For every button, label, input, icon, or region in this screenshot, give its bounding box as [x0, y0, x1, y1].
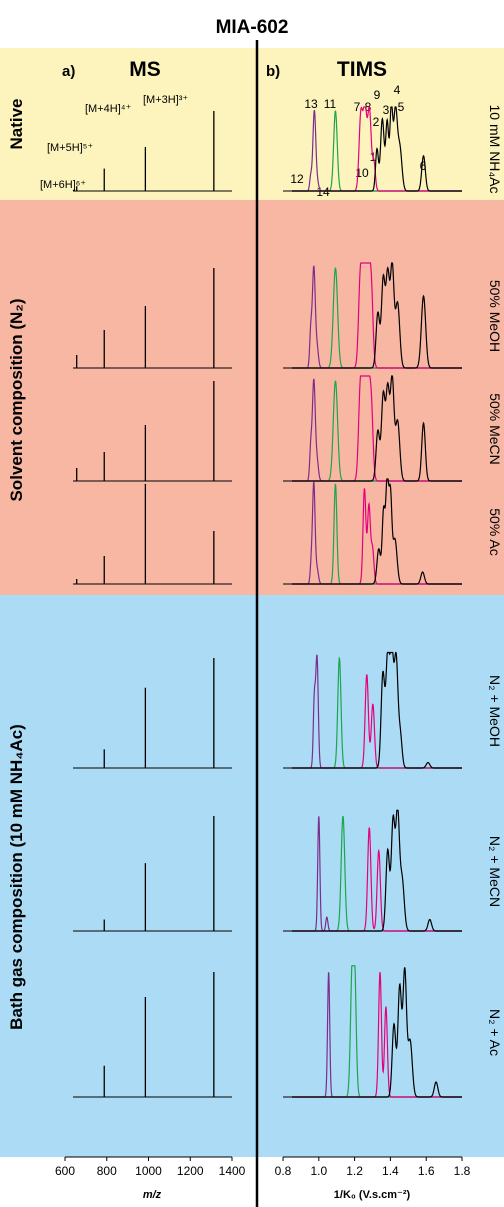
- tims-trace-3plus: [291, 262, 462, 369]
- plot-area: 600 800 1000 1200 1400 10 mM NH₄Ac 50% MeOH 50%…: [55, 40, 503, 1207]
- condition-label: 50% MeCN: [487, 393, 503, 465]
- ion-label-6plus: [M+6H]⁶⁺: [40, 179, 86, 191]
- tims-trace-3plus: [291, 375, 462, 482]
- tims-trace-3plus: [291, 106, 462, 192]
- condition-label: N₂ + MeOH: [487, 675, 503, 747]
- tims-trace-3plus: [291, 967, 462, 1098]
- conformer-label-4: 4: [394, 83, 401, 97]
- group-label-native: Native: [7, 98, 26, 149]
- ms-x-axis-label: m/z: [143, 1189, 162, 1201]
- native-background: [0, 48, 504, 200]
- ms-x-tick-label: 1200: [177, 1164, 204, 1178]
- conformer-label-7: 7: [354, 100, 361, 114]
- conformer-label-9: 9: [374, 88, 381, 102]
- tims-x-axis-label: 1/K₀ (V.s.cm⁻²): [334, 1189, 411, 1201]
- conformer-label-3: 3: [383, 103, 390, 117]
- solvent-background: [0, 200, 504, 595]
- tims-trace-3plus: [291, 809, 462, 932]
- tims-x-tick-label: 1.0: [310, 1164, 327, 1178]
- conformer-label-12: 12: [290, 172, 304, 186]
- ms-x-tick-label: 1400: [219, 1164, 246, 1178]
- ion-label-5plus: [M+5H]⁵⁺: [47, 142, 93, 154]
- condition-label: 50% MeOH: [487, 280, 503, 352]
- conformer-label-11: 11: [324, 97, 337, 111]
- conformer-label-10: 10: [355, 166, 369, 180]
- ms-x-tick-label: 600: [55, 1164, 75, 1178]
- tims-x-tick-label: 1.4: [382, 1164, 399, 1178]
- panel-a-letter: a): [62, 63, 75, 80]
- ms-x-tick-label: 800: [97, 1164, 117, 1178]
- conformer-label-13: 13: [304, 97, 318, 111]
- tims-trace-3plus: [291, 651, 462, 769]
- group-label-bath-gas: Bath gas composition (10 mM NH₄Ac): [7, 724, 26, 1030]
- panel-a-title: MS: [129, 58, 161, 81]
- panel-b-title: TIMS: [337, 58, 387, 81]
- figure-title: MIA-602: [216, 17, 289, 38]
- condition-label: N₂ + Ac: [487, 1009, 503, 1056]
- ion-label-3plus: [M+3H]³⁺: [143, 94, 188, 106]
- bath-gas-background: [0, 595, 504, 1157]
- conformer-label-14: 14: [316, 185, 330, 199]
- ms-x-tick-label: 1000: [135, 1164, 162, 1178]
- tims-x-tick-label: 0.8: [275, 1164, 292, 1178]
- tims-x-tick-label: 1.6: [418, 1164, 435, 1178]
- group-label-solvent: Solvent composition (N₂): [7, 298, 26, 501]
- panel-b-letter: b): [266, 63, 280, 80]
- conformer-label-6: 6: [420, 159, 427, 173]
- condition-label: N₂ + MeCN: [487, 836, 503, 907]
- tims-x-tick-label: 1.2: [346, 1164, 363, 1178]
- ion-label-4plus: [M+4H]⁴⁺: [85, 103, 131, 115]
- conformer-label-2: 2: [373, 115, 380, 129]
- conformer-label-8: 8: [365, 100, 372, 114]
- tims-x-tick-label: 1.8: [454, 1164, 471, 1178]
- condition-label: 50% Ac: [487, 508, 503, 555]
- tims-trace-3plus: [291, 478, 462, 585]
- conformer-label-5: 5: [398, 100, 405, 114]
- condition-label: 10 mM NH₄Ac: [487, 105, 503, 194]
